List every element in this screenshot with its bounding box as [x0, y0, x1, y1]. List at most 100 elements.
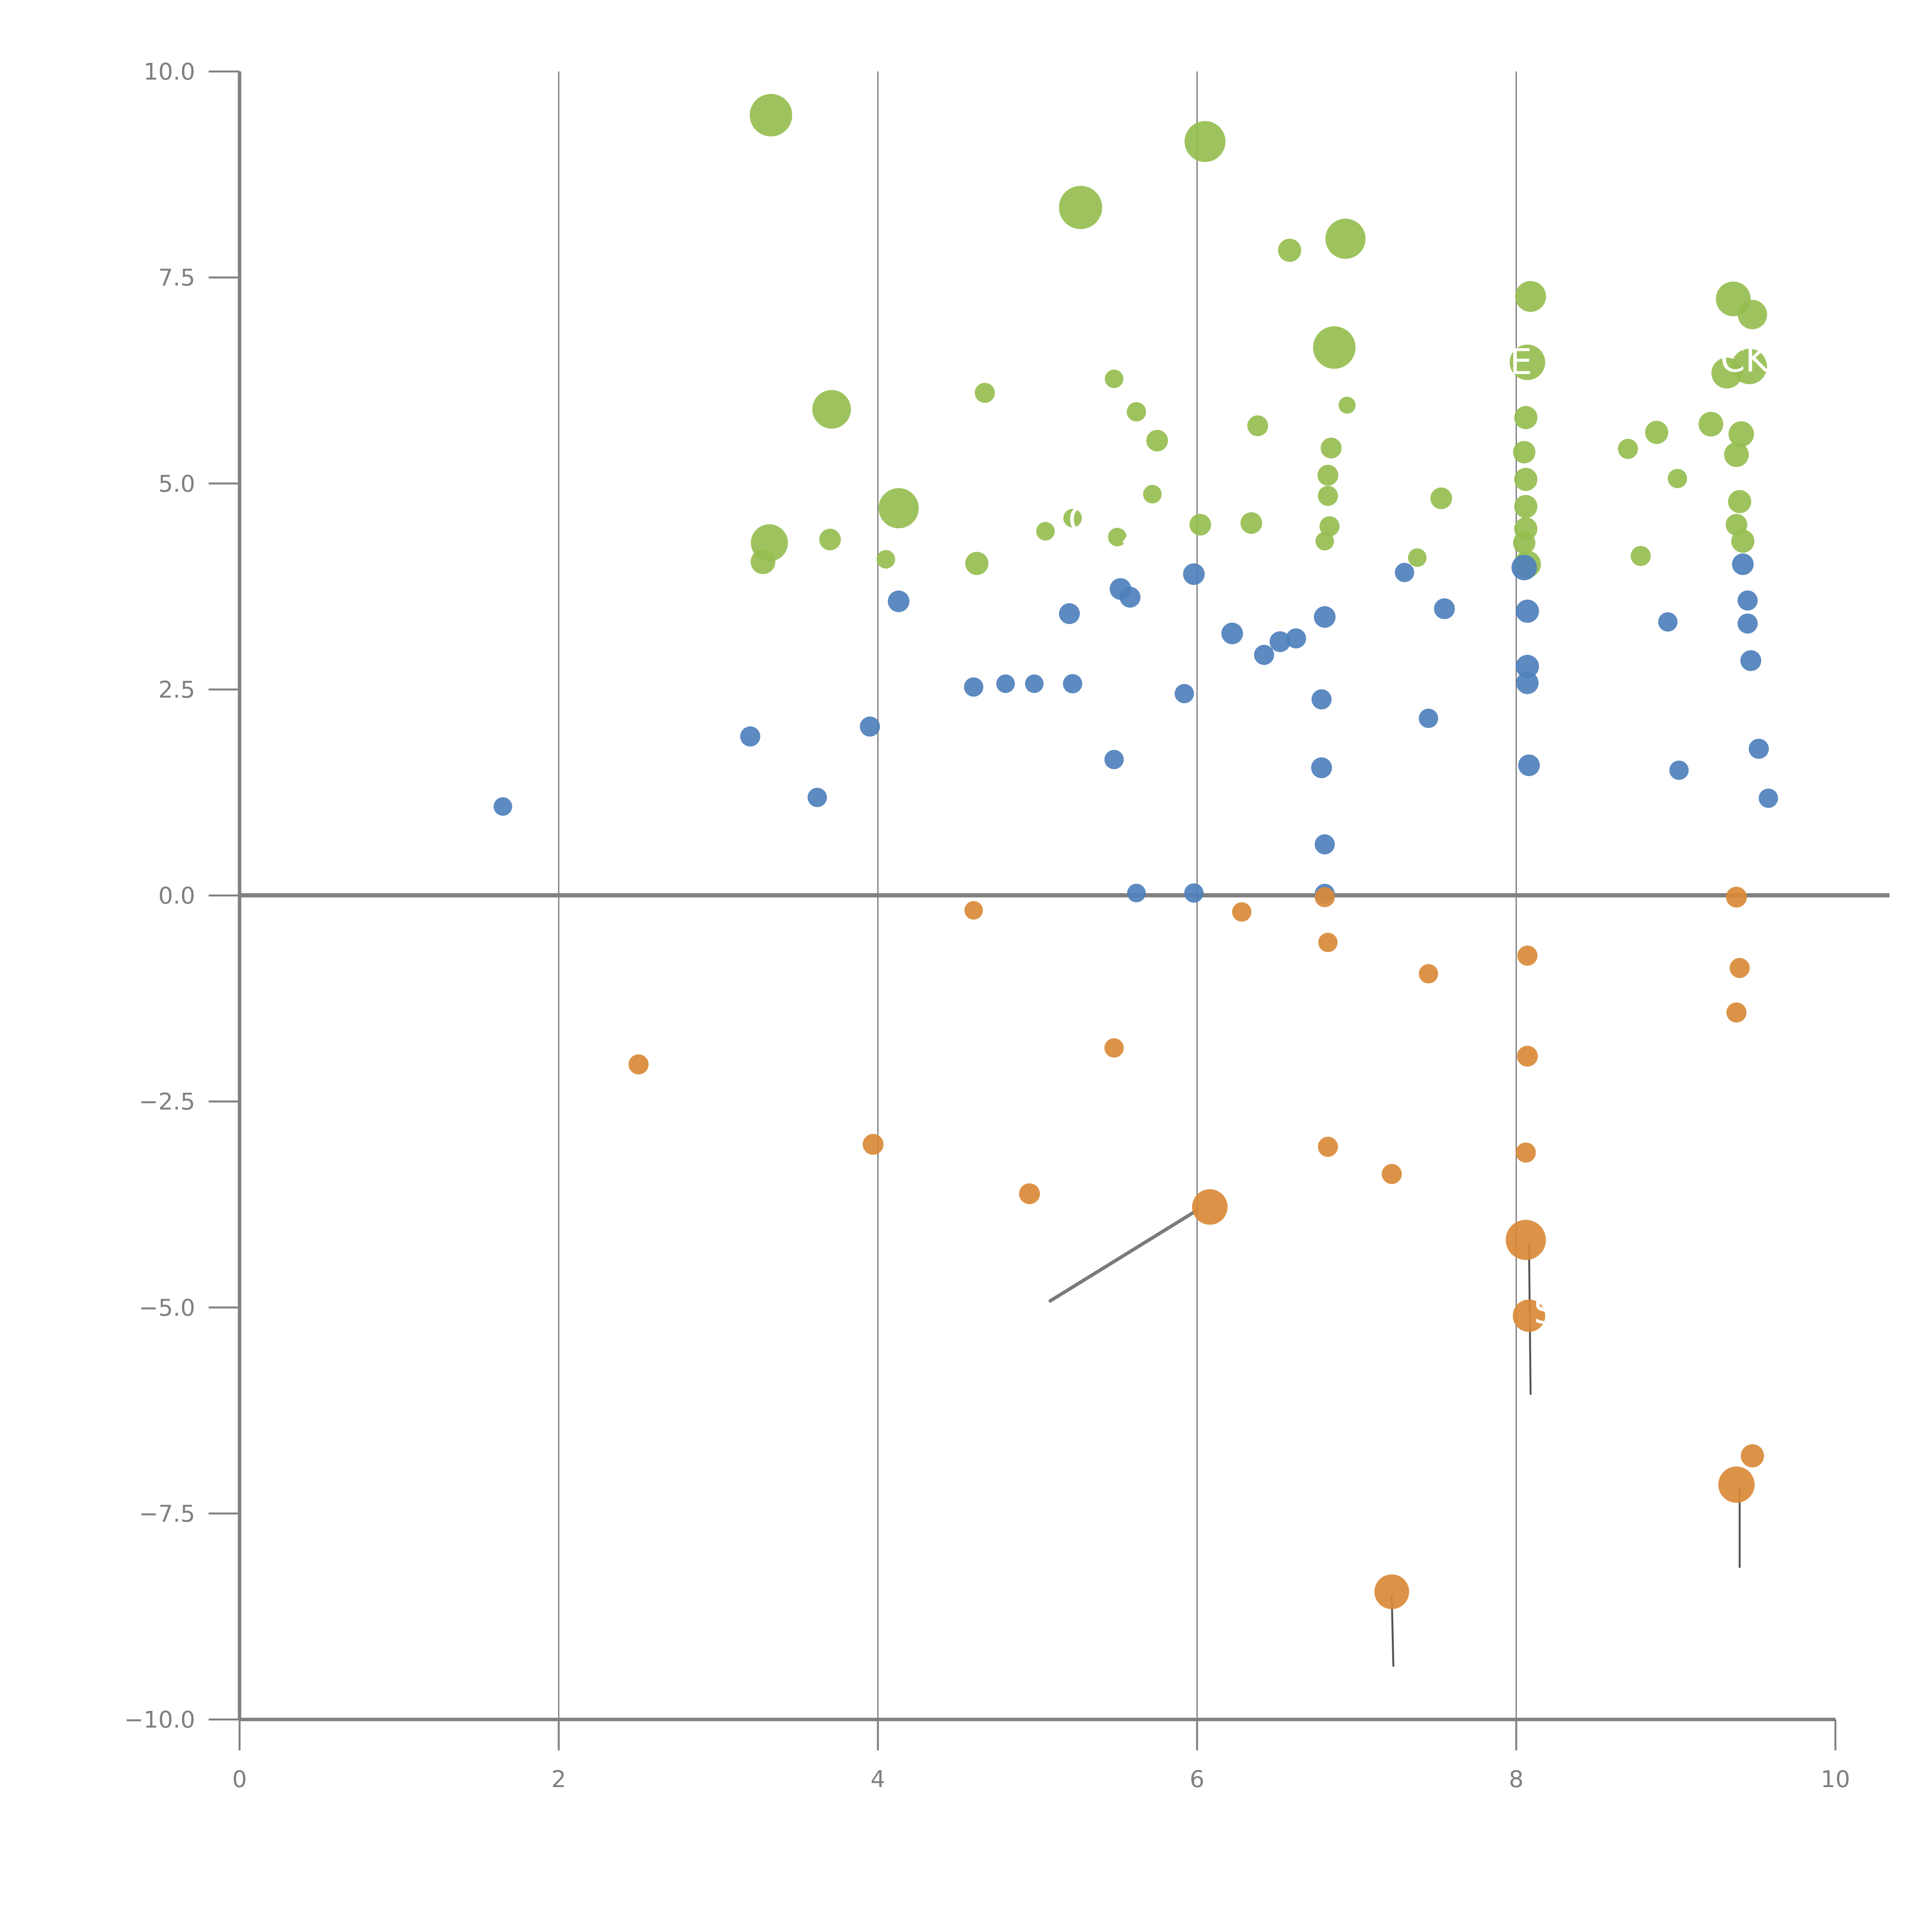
- data-point: [1395, 563, 1414, 582]
- data-point: [1430, 487, 1452, 509]
- data-point: [1513, 1299, 1546, 1332]
- data-point: [1338, 396, 1356, 414]
- data-point: [1269, 631, 1291, 652]
- data-point: [1658, 612, 1678, 632]
- data-point: [1146, 430, 1168, 452]
- data-point: [878, 488, 919, 529]
- data-point: [1311, 757, 1332, 778]
- data-point: [964, 677, 983, 697]
- data-point: [1408, 548, 1427, 567]
- series-mid-points: [493, 553, 1778, 904]
- data-point: [1518, 754, 1540, 776]
- x-tick-label-4: 8: [1509, 1766, 1524, 1793]
- data-point: [1315, 834, 1335, 855]
- series-low-points: [628, 886, 1764, 1609]
- data-point: [1513, 531, 1536, 554]
- data-point: [1314, 606, 1336, 628]
- data-point: [862, 1134, 884, 1155]
- data-point: [1511, 554, 1537, 580]
- data-point: [1063, 674, 1082, 694]
- data-point: [1515, 281, 1546, 312]
- data-point: [1105, 369, 1124, 388]
- y-axis-tickmarks: [209, 70, 240, 1721]
- data-point: [1668, 469, 1687, 488]
- data-point: [493, 797, 512, 816]
- data-point: [1698, 412, 1723, 437]
- data-point: [1374, 1574, 1409, 1609]
- data-point: [1418, 964, 1438, 984]
- data-point: [1036, 522, 1055, 541]
- data-point: [860, 716, 880, 737]
- data-point: [1505, 1219, 1546, 1260]
- data-point: [1318, 933, 1338, 952]
- data-point: [1025, 674, 1044, 693]
- data-point: [1728, 421, 1754, 447]
- data-point: [1726, 886, 1747, 908]
- data-point: [1184, 883, 1204, 903]
- data-point: [1381, 1164, 1402, 1184]
- data-point: [1516, 672, 1539, 694]
- y-tick-label-6: −5.0: [139, 1294, 195, 1321]
- data-point: [1127, 402, 1146, 422]
- data-point: [1513, 441, 1536, 464]
- y-tick-label-3: 2.5: [158, 676, 195, 703]
- data-point: [1711, 357, 1743, 389]
- x-tick-label-0: 0: [232, 1766, 247, 1793]
- data-point: [1174, 684, 1194, 704]
- data-point: [1740, 650, 1762, 671]
- data-point: [1515, 655, 1539, 678]
- data-point: [1515, 599, 1539, 623]
- data-point: [1019, 1183, 1040, 1204]
- data-point: [1192, 1189, 1228, 1225]
- data-point: [1741, 1444, 1764, 1468]
- data-point: [1731, 529, 1755, 553]
- data-point: [1108, 527, 1127, 546]
- y-axis-tick-labels: 10.0 7.5 5.0 2.5 0.0 −2.5 −5.0 −7.5 −10.0: [124, 58, 195, 1733]
- y-tick-label-5: −2.5: [139, 1088, 195, 1116]
- data-point: [1618, 439, 1638, 459]
- x-axis-tickmarks: [238, 1719, 1837, 1750]
- data-point: [1515, 1142, 1536, 1163]
- data-point: [1320, 437, 1342, 459]
- data-point: [750, 549, 776, 574]
- data-point: [1517, 1046, 1538, 1067]
- bubble-label-4: X: [1121, 510, 1145, 551]
- data-point: [1278, 238, 1301, 262]
- data-point: [1319, 516, 1340, 537]
- y-tick-label-7: −7.5: [139, 1500, 195, 1527]
- data-point: [1286, 628, 1306, 649]
- y-tick-label-2: 5.0: [158, 470, 195, 497]
- data-point: [1737, 590, 1758, 611]
- data-point: [1315, 887, 1335, 907]
- data-point: [1418, 709, 1438, 728]
- data-point: [1737, 613, 1758, 634]
- data-point: [750, 94, 793, 137]
- data-point: [808, 787, 827, 807]
- data-point: [1434, 598, 1455, 619]
- data-point: [1059, 185, 1102, 229]
- leader-line-0: [1048, 1208, 1199, 1303]
- data-point: [1189, 514, 1211, 536]
- x-tick-label-3: 6: [1190, 1766, 1204, 1793]
- data-point: [965, 552, 989, 575]
- data-point: [876, 550, 895, 569]
- data-point: [1221, 622, 1243, 645]
- x-tick-label-1: 2: [551, 1766, 566, 1793]
- data-point: [1119, 587, 1141, 608]
- data-point: [1718, 1466, 1755, 1503]
- data-point: [1631, 546, 1651, 566]
- data-point: [1738, 300, 1767, 330]
- x-tick-label-2: 4: [871, 1766, 885, 1793]
- data-point: [628, 1054, 649, 1075]
- data-point: [1748, 738, 1769, 759]
- data-point: [1104, 750, 1124, 769]
- data-point: [1232, 902, 1252, 922]
- data-point: [888, 590, 910, 612]
- data-point: [1669, 760, 1689, 780]
- data-point: [1318, 1136, 1338, 1157]
- bubble-label-0: CKE: [1720, 338, 1791, 380]
- data-point: [1730, 958, 1750, 978]
- data-point: [1240, 512, 1262, 534]
